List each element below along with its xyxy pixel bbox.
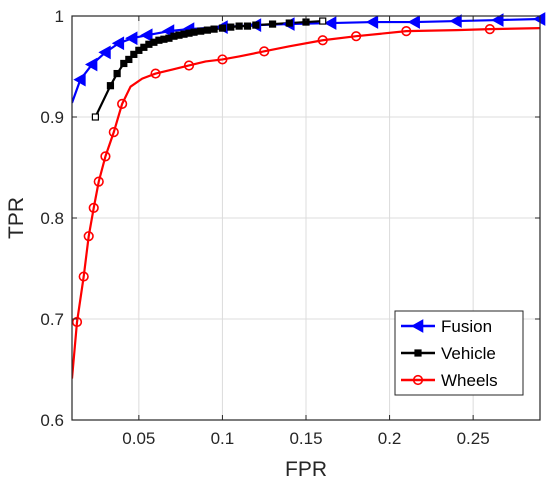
y-axis-label: TPR	[5, 197, 28, 239]
data-point-wheels	[484, 24, 495, 35]
data-point-fusion	[491, 13, 504, 27]
data-point-fusion	[365, 15, 379, 29]
series-points-wheels	[71, 24, 495, 328]
data-point-wheels	[317, 35, 328, 46]
legend-label-vehicle: Vehicle	[441, 344, 496, 363]
data-point-vehicle	[252, 21, 260, 29]
data-point-vehicle	[120, 59, 128, 68]
data-point-wheels	[71, 316, 83, 328]
legend: Fusion Vehicle Wheels	[394, 310, 524, 396]
y-tick-label: 0.7	[40, 310, 64, 329]
data-point-fusion	[324, 16, 337, 30]
data-point-wheels	[88, 202, 99, 213]
data-point-vehicle	[227, 23, 235, 31]
data-point-fusion	[407, 15, 420, 29]
data-point-fusion	[85, 57, 98, 72]
data-point-fusion	[125, 31, 138, 46]
data-point-wheels	[117, 98, 128, 109]
x-tick-label: 0.15	[289, 429, 322, 448]
data-point-vehicle	[319, 17, 327, 25]
tick-layer: 0.05 0.1 0.15 0.2 0.25 0.6 0.7 0.8 0.9 1	[40, 7, 540, 448]
grid-lines	[72, 16, 540, 420]
data-point-vehicle	[285, 19, 293, 27]
legend-item-fusion: Fusion	[401, 317, 492, 336]
series-points-vehicle	[91, 17, 327, 121]
x-tick-label: 0.05	[122, 429, 155, 448]
data-point-wheels	[93, 176, 104, 187]
data-point-wheels	[401, 26, 412, 37]
x-tick-label: 0.25	[457, 429, 490, 448]
data-point-vehicle	[203, 26, 211, 34]
series-line-wheels	[72, 27, 540, 379]
x-tick-label: 0.1	[211, 429, 235, 448]
data-point-wheels	[78, 271, 89, 282]
y-tick-label: 0.8	[40, 209, 64, 228]
legend-label-fusion: Fusion	[441, 317, 492, 336]
data-point-fusion	[111, 36, 125, 51]
series-line-vehicle	[94, 19, 323, 118]
data-point-vehicle	[235, 22, 243, 30]
data-point-vehicle	[218, 24, 227, 32]
data-point-vehicle	[113, 69, 121, 78]
data-point-wheels	[100, 151, 111, 162]
data-point-wheels	[183, 60, 195, 71]
legend-marker-fusion	[410, 319, 424, 333]
legend-item-wheels: Wheels	[401, 371, 498, 390]
y-tick-label: 0.9	[40, 108, 64, 127]
data-point-wheels	[108, 127, 119, 138]
marker-layer	[71, 12, 546, 328]
data-point-wheels	[83, 231, 94, 242]
y-tick-label: 1	[55, 7, 64, 26]
data-point-fusion	[98, 45, 111, 60]
legend-marker-wheels	[412, 374, 424, 386]
data-point-fusion	[140, 28, 153, 43]
legend-item-vehicle: Vehicle	[401, 344, 496, 363]
data-point-vehicle	[197, 27, 205, 35]
x-axis-label: FPR	[285, 458, 327, 481]
data-point-fusion	[73, 72, 86, 87]
data-point-wheels	[259, 46, 270, 57]
x-tick-label: 0.2	[378, 429, 402, 448]
data-point-wheels	[150, 68, 161, 79]
data-point-fusion	[449, 14, 462, 28]
legend-marker-vehicle	[414, 349, 422, 357]
data-point-vehicle	[130, 50, 138, 58]
data-point-vehicle	[268, 20, 277, 28]
data-point-vehicle	[125, 55, 133, 64]
data-point-vehicle	[190, 28, 198, 36]
data-point-wheels	[217, 54, 228, 65]
y-tick-label: 0.6	[40, 411, 64, 430]
data-point-vehicle	[106, 82, 115, 90]
legend-label-wheels: Wheels	[441, 371, 498, 390]
data-point-vehicle	[243, 22, 252, 30]
data-point-wheels	[351, 31, 362, 42]
data-point-vehicle	[91, 113, 100, 121]
data-point-vehicle	[210, 25, 218, 33]
